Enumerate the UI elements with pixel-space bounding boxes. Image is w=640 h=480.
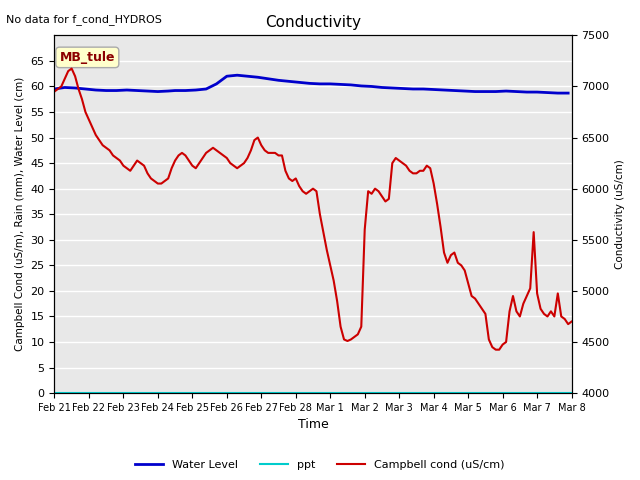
Y-axis label: Conductivity (uS/cm): Conductivity (uS/cm) [615,159,625,269]
X-axis label: Time: Time [298,419,328,432]
Text: MB_tule: MB_tule [60,51,115,64]
Legend: Water Level, ppt, Campbell cond (uS/cm): Water Level, ppt, Campbell cond (uS/cm) [131,456,509,474]
Title: Conductivity: Conductivity [265,15,361,30]
Text: No data for f_cond_HYDROS: No data for f_cond_HYDROS [6,14,163,25]
Y-axis label: Campbell Cond (uS/m), Rain (mm), Water Level (cm): Campbell Cond (uS/m), Rain (mm), Water L… [15,77,25,351]
